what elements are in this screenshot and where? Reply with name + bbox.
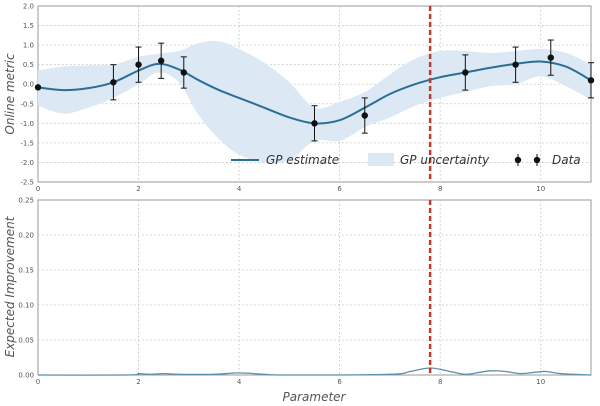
x-tick-label: 8 bbox=[438, 185, 442, 193]
data-point bbox=[462, 69, 469, 76]
x-tick-label: 10 bbox=[536, 378, 545, 386]
x-tick-label: 10 bbox=[536, 185, 545, 193]
bottom-plot-area bbox=[37, 199, 592, 376]
y-tick-label: 0.20 bbox=[18, 232, 34, 240]
bottom-xlabel: Parameter bbox=[283, 390, 347, 404]
y-tick-label: -2.5 bbox=[20, 179, 34, 187]
x-tick-label: 4 bbox=[237, 185, 242, 193]
top-plot-area bbox=[37, 5, 592, 183]
data-points bbox=[34, 39, 595, 142]
gp-estimate-line bbox=[37, 60, 592, 125]
y-tick-label: 0.00 bbox=[18, 372, 34, 380]
top-ylabel: Online metric bbox=[3, 53, 17, 135]
data-point bbox=[110, 79, 117, 86]
y-tick-label: 0.5 bbox=[23, 61, 34, 69]
y-tick-label: 1.0 bbox=[23, 42, 34, 50]
x-tick-label: 4 bbox=[237, 378, 242, 386]
data-point bbox=[587, 77, 595, 84]
legend-gp-uncertainty: GP uncertainty bbox=[400, 153, 490, 167]
y-tick-label: -2.0 bbox=[20, 159, 34, 167]
legend-gp-estimate: GP estimate bbox=[266, 153, 339, 167]
legend-data: Data bbox=[552, 153, 581, 167]
y-tick-label: 1.5 bbox=[23, 22, 34, 30]
y-tick-label: 0.15 bbox=[18, 267, 34, 275]
top-y-ticks: 2.0 1.5 1.0 0.5 0.0 -0.5 -1.0 -1.5 -2.0 -2.5 bbox=[20, 3, 34, 187]
x-tick-label: 0 bbox=[36, 185, 40, 193]
data-point bbox=[512, 61, 519, 68]
bottom-ylabel: Expected Improvement bbox=[3, 215, 17, 357]
expected-improvement-line bbox=[37, 367, 592, 376]
top-panel: 2.0 1.5 1.0 0.5 0.0 -0.5 -1.0 -1.5 -2.0 -2.5 0 2 4 6… bbox=[3, 3, 595, 193]
y-tick-label: 0.25 bbox=[18, 197, 34, 205]
bottom-panel: 0.25 0.20 0.15 0.10 0.05 0.00 0 2 4 6 8 10 Expecte… bbox=[3, 197, 592, 404]
y-tick-label: 0.0 bbox=[23, 81, 34, 89]
x-tick-label: 6 bbox=[337, 185, 342, 193]
data-point bbox=[180, 69, 187, 76]
top-x-ticks: 0 2 4 6 8 10 bbox=[36, 185, 545, 193]
x-tick-label: 6 bbox=[337, 378, 342, 386]
legend-band-swatch bbox=[368, 153, 394, 166]
y-tick-label: -0.5 bbox=[20, 100, 34, 108]
bottom-grid bbox=[38, 200, 591, 375]
data-point bbox=[135, 61, 142, 68]
y-tick-label: -1.5 bbox=[20, 139, 34, 147]
data-point bbox=[157, 57, 165, 64]
x-tick-label: 0 bbox=[36, 378, 40, 386]
legend: GP estimate GP uncertainty Data bbox=[231, 153, 581, 167]
legend-data-swatch bbox=[514, 154, 541, 166]
gp-uncertainty-band bbox=[38, 40, 591, 164]
bottom-y-ticks: 0.25 0.20 0.15 0.10 0.05 0.00 bbox=[18, 197, 34, 380]
x-tick-label: 2 bbox=[136, 378, 140, 386]
y-tick-label: 0.05 bbox=[18, 337, 34, 345]
data-point bbox=[34, 84, 42, 91]
data-point bbox=[311, 120, 318, 127]
x-tick-label: 8 bbox=[438, 378, 442, 386]
bottom-x-ticks: 0 2 4 6 8 10 bbox=[36, 378, 545, 386]
data-point bbox=[361, 112, 368, 119]
x-tick-label: 2 bbox=[136, 185, 140, 193]
y-tick-label: -1.0 bbox=[20, 120, 34, 128]
y-tick-label: 2.0 bbox=[23, 3, 34, 11]
data-point bbox=[547, 54, 554, 61]
y-tick-label: 0.10 bbox=[18, 302, 34, 310]
